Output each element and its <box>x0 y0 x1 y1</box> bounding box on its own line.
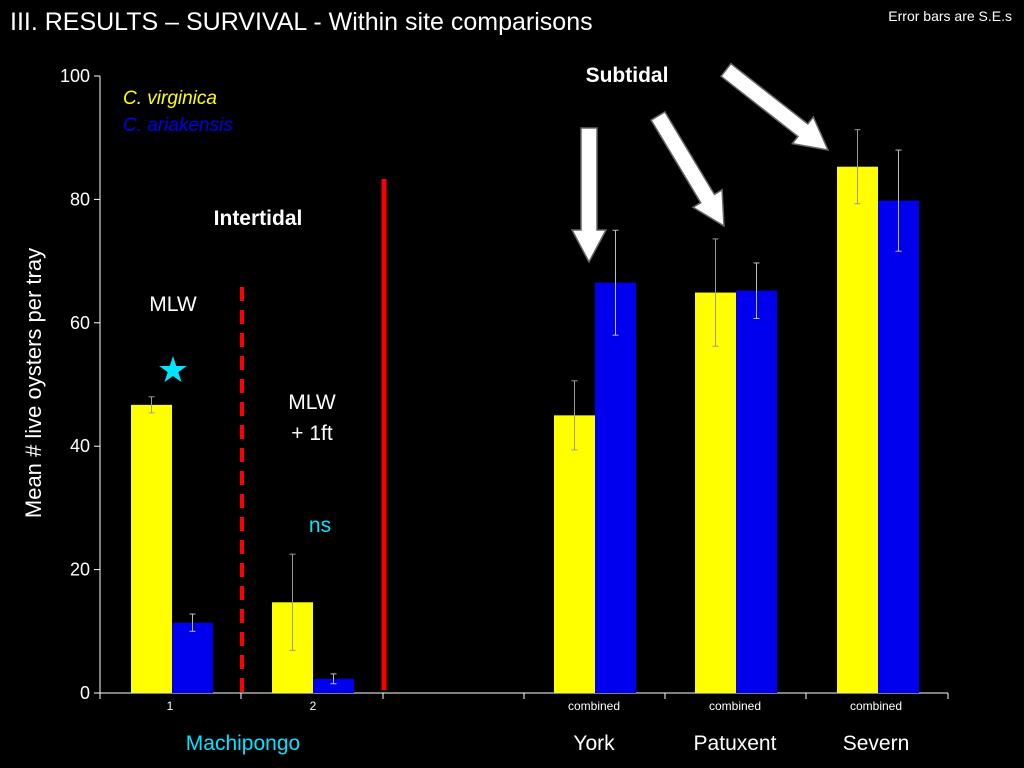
subtidal-label: Subtidal <box>586 64 669 87</box>
arrow-diagonal-icon <box>720 62 830 151</box>
site-label: Severn <box>843 732 910 755</box>
legend-ariakensis: C. ariakensis <box>123 115 233 136</box>
y-tick-label: 60 <box>70 313 90 333</box>
mlw-1ft-label-line1: MLW <box>288 391 336 414</box>
x-tick-label: combined <box>709 699 761 713</box>
bar-ariakensis <box>595 282 636 693</box>
intertidal-label: Intertidal <box>214 207 303 230</box>
bar-ariakensis <box>736 290 777 693</box>
y-tick-label: 100 <box>60 66 90 86</box>
bar-virginica <box>554 415 595 693</box>
arrow-down-icon <box>570 127 608 264</box>
bar-ariakensis <box>313 678 354 693</box>
error-bar-note: Error bars are S.E.s <box>888 8 1012 24</box>
y-tick-label: 40 <box>70 436 90 456</box>
legend-virginica: C. virginica <box>123 88 217 109</box>
site-label: Machipongo <box>186 732 300 755</box>
significance-star-icon: ★ <box>157 349 189 390</box>
y-tick-label: 80 <box>70 189 90 209</box>
mlw-label: MLW <box>149 293 197 316</box>
site-label: York <box>573 732 615 755</box>
bar-ariakensis <box>172 622 213 693</box>
site-label: Patuxent <box>694 732 777 755</box>
x-tick-label: combined <box>850 699 902 713</box>
x-tick-label: combined <box>568 699 620 713</box>
x-tick-label: 1 <box>167 699 174 713</box>
mlw-1ft-label-line2: + 1ft <box>291 422 333 445</box>
bar-virginica <box>131 404 172 693</box>
x-tick-label: 2 <box>310 699 317 713</box>
y-tick-label: 20 <box>70 560 90 580</box>
bar-virginica <box>695 292 736 693</box>
bar-virginica <box>837 166 878 694</box>
ns-label: ns <box>309 514 331 537</box>
slide-title: III. RESULTS – SURVIVAL - Within site co… <box>10 8 593 36</box>
y-tick-label: 0 <box>80 683 90 703</box>
bar-ariakensis <box>878 200 919 693</box>
arrow-diagonal-icon <box>650 110 725 228</box>
